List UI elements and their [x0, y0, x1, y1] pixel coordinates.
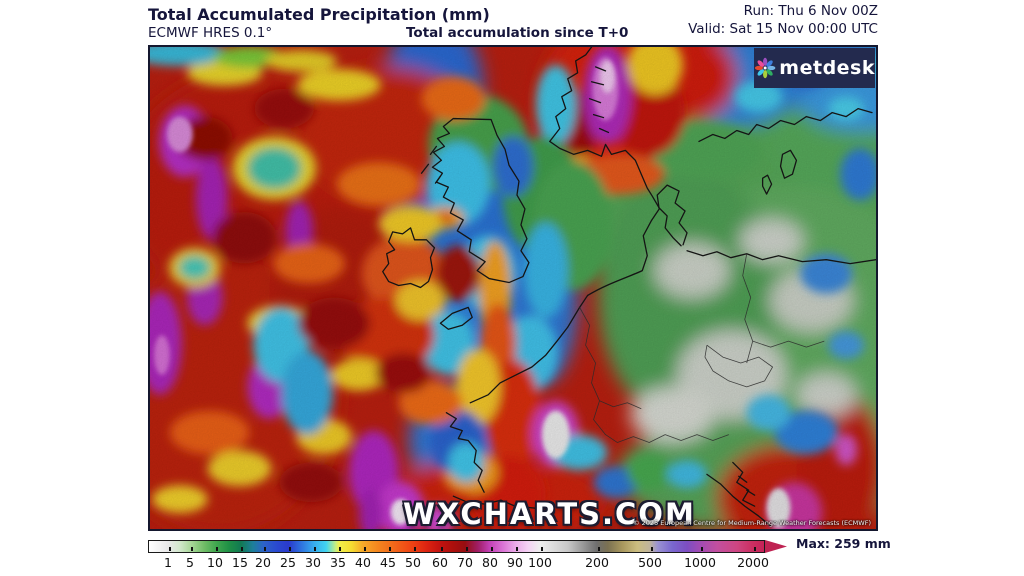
colorbar-tick-mark	[289, 547, 291, 551]
colorbar-tick-mark	[169, 547, 171, 551]
colorbar-tick-label: 15	[232, 555, 248, 570]
colorbar-tick-label: 200	[585, 555, 609, 570]
colorbar-arrow	[765, 540, 787, 553]
watermark: WXCHARTS.COM	[403, 497, 696, 531]
colorbar-tick-mark	[491, 547, 493, 551]
coastlines	[382, 47, 876, 527]
colorbar-tick-label: 2000	[737, 555, 769, 570]
colorbar-tick-mark	[241, 547, 243, 551]
colorbar-tick-mark	[264, 547, 266, 551]
colorbar-tick-mark	[701, 547, 703, 551]
model-label: ECMWF HRES 0.1°	[148, 25, 273, 41]
metdesk-logo: metdesk	[754, 48, 875, 88]
colorbar-tick-mark	[598, 547, 600, 551]
colorbar-tick-mark	[364, 547, 366, 551]
run-label: Run: Thu 6 Nov 00Z	[743, 3, 878, 19]
colorbar-tick-label: 5	[186, 555, 194, 570]
colorbar-tick-mark	[191, 547, 193, 551]
colorbar-tick-mark	[651, 547, 653, 551]
colorbar: 1 5 10 15 20 25 30 35 40 45 50 60 70 80 90 100 200 500 100…	[148, 536, 891, 574]
max-value-label: Max: 259 mm	[796, 536, 891, 551]
metdesk-starburst-icon	[754, 57, 776, 79]
colorbar-tick-label: 35	[330, 555, 346, 570]
colorbar-tick-label: 10	[207, 555, 223, 570]
country-borders	[579, 253, 825, 443]
colorbar-tick-label: 1000	[684, 555, 716, 570]
colorbar-tick-label: 100	[528, 555, 552, 570]
colorbar-tick-label: 1	[164, 555, 172, 570]
colorbar-tick-mark	[516, 547, 518, 551]
attribution-text: © 2025 European Centre for Medium-Range …	[633, 519, 871, 527]
precipitation-map: metdesk WXCHARTS.COM © 2025 European Cen…	[148, 45, 878, 531]
colorbar-tick-mark	[314, 547, 316, 551]
colorbar-tick-mark	[541, 547, 543, 551]
colorbar-tick-mark	[466, 547, 468, 551]
colorbar-tick-label: 25	[280, 555, 296, 570]
colorbar-tick-mark	[216, 547, 218, 551]
metdesk-logo-text: metdesk	[779, 57, 875, 79]
colorbar-tick-label: 70	[457, 555, 473, 570]
valid-label: Valid: Sat 15 Nov 00:00 UTC	[688, 20, 878, 37]
colorbar-tick-label: 30	[305, 555, 321, 570]
colorbar-tick-label: 60	[432, 555, 448, 570]
precipitation-field-svg	[150, 47, 876, 529]
colorbar-tick-label: 500	[638, 555, 662, 570]
colorbar-tick-label: 45	[380, 555, 396, 570]
colorbar-tick-label: 90	[507, 555, 523, 570]
colorbar-tick-mark	[441, 547, 443, 551]
colorbar-tick-mark	[389, 547, 391, 551]
colorbar-tick-label: 40	[355, 555, 371, 570]
colorbar-tick-mark	[754, 547, 756, 551]
colorbar-gradient	[148, 540, 765, 553]
colorbar-tick-label: 50	[405, 555, 421, 570]
run-valid-block: Run: Thu 6 Nov 00Z Valid: Sat 15 Nov 00:…	[688, 3, 878, 38]
colorbar-tick-label: 80	[482, 555, 498, 570]
accumulation-note: Total accumulation since T+0	[406, 25, 629, 41]
colorbar-tick-labels: 1 5 10 15 20 25 30 35 40 45 50 60 70 80 90 100 200 500 100…	[148, 555, 788, 571]
colorbar-tick-mark	[339, 547, 341, 551]
colorbar-tick-mark	[414, 547, 416, 551]
page-title: Total Accumulated Precipitation (mm)	[148, 5, 490, 24]
colorbar-tick-label: 20	[255, 555, 271, 570]
